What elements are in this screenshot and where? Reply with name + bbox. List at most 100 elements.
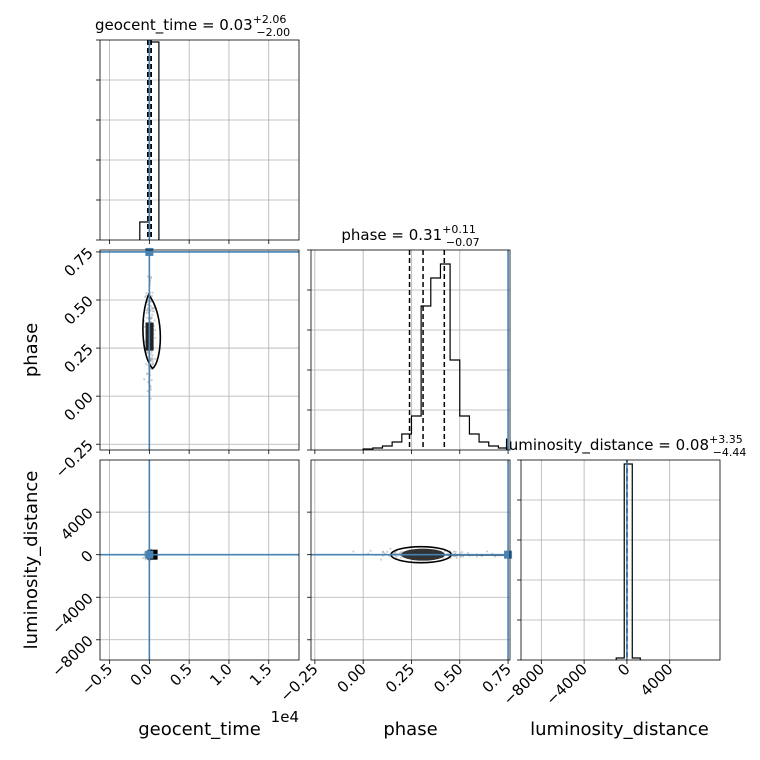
panel-luminosity-distance-vs-phase-sample-point xyxy=(386,550,389,553)
panel-luminosity-distance-vs-phase-truth-marker xyxy=(504,550,513,559)
panel-phase-vs-geocent-time-sample-point xyxy=(150,350,153,354)
panel-luminosity-distance-vs-phase-sample-point xyxy=(400,556,403,559)
hist-geocent-time-err-up: +2.06 xyxy=(253,13,287,26)
panel-luminosity-distance-vs-phase-xtick-label: −0.25 xyxy=(276,660,321,705)
panel-luminosity-distance-vs-phase-xtick-label: 0.00 xyxy=(334,660,370,696)
panel-phase-vs-geocent-time-sample-point xyxy=(149,320,152,324)
panel-phase-vs-geocent-time-sample-point xyxy=(154,357,157,361)
panel-luminosity-distance-vs-phase-sample-point xyxy=(485,550,489,553)
panel-luminosity-distance-vs-geocent-time-ytick-label: −4000 xyxy=(48,589,97,638)
hist-phase-bars xyxy=(362,263,509,450)
panel-luminosity-distance-vs-phase-sample-point xyxy=(455,556,458,559)
hist-phase-title-value: phase = 0.31 xyxy=(341,226,442,244)
hist-phase-err-up: +0.11 xyxy=(442,223,476,236)
hist-luminosity-distance-title: luminosity_distance = 0.08+3.35 −4.44 xyxy=(505,433,747,459)
panel-luminosity-distance-vs-phase-sample-point xyxy=(475,555,479,558)
panel-luminosity-distance-vs-phase-xtick-label: 0.25 xyxy=(382,660,418,696)
panel-phase-vs-geocent-time-sample-point xyxy=(151,363,154,366)
panel-luminosity-distance-vs-phase-sample-point xyxy=(381,550,385,553)
panel-luminosity-distance-vs-phase-sample-point xyxy=(466,551,470,554)
panel-phase-vs-geocent-time-sample-point xyxy=(151,310,154,313)
panel-luminosity-distance-vs-phase-sample-point xyxy=(395,555,398,558)
panel-phase-vs-geocent-time-sample-point xyxy=(151,307,154,310)
panel-phase-vs-geocent-time-sample-point xyxy=(146,351,149,354)
hist-luminosity-distance-title-text: luminosity_distance = 0.08+3.35 −4.44 xyxy=(505,433,747,459)
hist-phase-err-down: −0.07 xyxy=(446,236,480,249)
panel-phase-vs-geocent-time-sample-point xyxy=(149,276,153,280)
panel-luminosity-distance-vs-geocent-time-xtick-label: 1.0 xyxy=(206,660,236,690)
panel-luminosity-distance-vs-geocent-time-truth-marker xyxy=(145,550,154,559)
panel-phase-vs-geocent-time-ytick-label: 0.00 xyxy=(60,388,96,424)
panel-luminosity-distance-vs-geocent-time-xtick-label: 0.0 xyxy=(127,660,157,690)
hist-phase-title: phase = 0.31+0.11 −0.07 xyxy=(341,223,479,249)
xlabel-luminosity-distance: luminosity_distance xyxy=(530,719,709,740)
panel-phase-vs-geocent-time-sample-point xyxy=(151,357,154,361)
panel-luminosity-distance-vs-geocent-time-ytick-label: 0 xyxy=(77,547,96,566)
panel-phase-vs-geocent-time-sample-point xyxy=(151,291,154,294)
panel-phase-vs-geocent-time-sample-point xyxy=(150,388,153,391)
panel-luminosity-distance-vs-phase-sample-point xyxy=(452,550,456,553)
panel-luminosity-distance-vs-phase-sample-point xyxy=(493,555,497,558)
panel-phase-vs-geocent-time-sample-point xyxy=(143,325,147,328)
panel-phase-vs-geocent-time-sample-point xyxy=(150,316,153,319)
panel-luminosity-distance-vs-phase-frame xyxy=(310,459,511,661)
panel-phase-vs-geocent-time-sample-point xyxy=(150,295,154,298)
panel-phase-vs-geocent-time-sample-point xyxy=(144,294,148,297)
hist-geocent-time-title-text: geocent_time = 0.03+2.06 −2.00 xyxy=(95,13,290,39)
panel-phase-vs-geocent-time-sample-point xyxy=(149,397,152,400)
hist-phase-frame xyxy=(310,249,511,451)
panel-phase-vs-geocent-time-sample-point xyxy=(149,305,152,308)
panel-phase-vs-geocent-time-ytick-label: 0.50 xyxy=(60,292,96,328)
panel-phase-vs-geocent-time-sample-point xyxy=(151,353,154,357)
hist-luminosity-distance-err-up: +3.35 xyxy=(709,433,743,446)
panel-phase-vs-geocent-time-sample-point xyxy=(145,362,148,366)
panel-phase-vs-geocent-time-sample-point xyxy=(146,275,149,278)
panel-phase-vs-geocent-time-sample-point xyxy=(151,313,154,316)
panel-luminosity-distance-vs-phase-sample-point xyxy=(380,558,383,561)
axis-offset-label: 1e4 xyxy=(271,708,299,726)
xlabel-phase: phase xyxy=(383,719,437,740)
panel-phase-vs-geocent-time-sample-point xyxy=(150,379,153,382)
panel-luminosity-distance-vs-phase-sample-point xyxy=(454,550,457,553)
panel-phase-vs-geocent-time-sample-point xyxy=(146,316,149,319)
panel-luminosity-distance-vs-geocent-time-frame xyxy=(99,459,300,661)
panel-luminosity-distance-vs-phase-xtick-label: 0.50 xyxy=(430,660,466,696)
hist-luminosity-distance-err-down: −4.44 xyxy=(713,446,747,459)
hist-luminosity-distance-xtick-label: −4000 xyxy=(542,660,591,709)
panel-phase-vs-geocent-time-sample-point xyxy=(153,319,156,322)
hist-luminosity-distance-frame xyxy=(520,459,721,661)
ylabel-phase: phase xyxy=(21,323,42,377)
hist-luminosity-distance-title-value: luminosity_distance = 0.08 xyxy=(505,436,709,455)
panel-luminosity-distance-vs-geocent-time-ytick-label: 4000 xyxy=(57,504,97,544)
panel-phase-vs-geocent-time-contour xyxy=(142,292,162,370)
ylabel-luminosity-distance: luminosity_distance xyxy=(21,471,42,650)
panel-phase-vs-geocent-time-sample-point xyxy=(143,378,146,381)
xlabel-geocent-time: geocent_time xyxy=(138,719,261,740)
panel-phase-vs-geocent-time-ytick-label: 0.25 xyxy=(60,340,96,376)
panel-phase-vs-geocent-time-sample-point xyxy=(146,309,149,312)
panel-phase-vs-geocent-time-ytick-label: −0.25 xyxy=(52,436,97,481)
panel-phase-vs-geocent-time-sample-point xyxy=(154,336,157,340)
panel-luminosity-distance-vs-phase-sample-point xyxy=(460,550,464,554)
hist-geocent-time-title-value: geocent_time = 0.03 xyxy=(95,16,253,35)
panel-phase-vs-geocent-time-frame xyxy=(99,249,300,451)
panel-luminosity-distance-vs-geocent-time-xtick-label: −0.5 xyxy=(78,660,116,698)
panel-phase-vs-geocent-time-sample-point xyxy=(145,311,148,315)
hist-luminosity-distance-bars xyxy=(615,463,641,660)
panel-phase-vs-geocent-time-sample-point xyxy=(145,292,148,295)
hist-luminosity-distance-xtick-label: 0 xyxy=(614,660,633,679)
hist-geocent-time-err-down: −2.00 xyxy=(256,26,290,39)
panel-luminosity-distance-vs-geocent-time-xtick-label: 1.5 xyxy=(246,660,276,690)
panel-luminosity-distance-vs-geocent-time-xtick-label: 0.5 xyxy=(166,660,196,690)
panel-luminosity-distance-vs-phase-sample-point xyxy=(389,547,392,550)
hist-geocent-time-title: geocent_time = 0.03+2.06 −2.00 xyxy=(95,13,290,39)
panel-luminosity-distance-vs-geocent-time-sample-point xyxy=(142,556,145,560)
panel-phase-vs-geocent-time-ytick-label: 0.75 xyxy=(60,244,96,280)
panel-luminosity-distance-vs-phase-sample-point xyxy=(369,549,372,552)
hist-luminosity-distance-xtick-label: 4000 xyxy=(637,660,677,700)
hist-phase-title-text: phase = 0.31+0.11 −0.07 xyxy=(341,223,479,249)
hist-geocent-time-frame xyxy=(99,39,300,241)
panel-phase-vs-geocent-time-sample-point xyxy=(146,373,149,376)
panel-phase-vs-geocent-time-sample-point xyxy=(146,390,149,393)
